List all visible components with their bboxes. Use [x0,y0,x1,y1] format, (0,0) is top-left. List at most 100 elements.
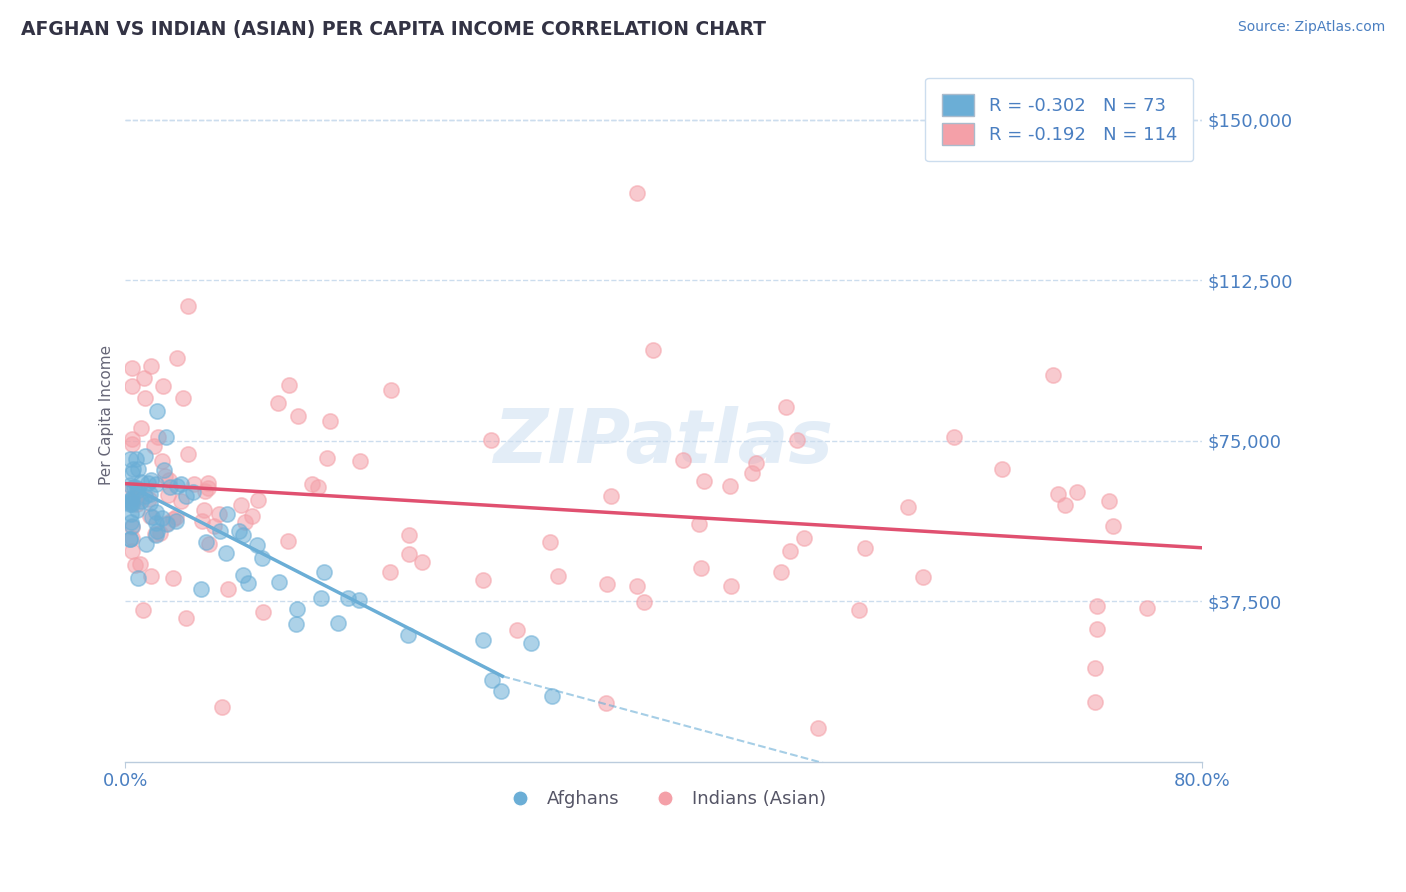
Point [193,484,215,499]
Point [506,623,529,637]
Point [118,532,141,546]
Point [129,475,152,490]
Point [121,544,143,558]
Point [166,478,188,492]
Point [233,515,256,529]
Point [118,533,141,547]
Point [121,379,143,393]
Point [145,528,167,542]
Point [124,558,146,572]
Point [307,480,329,494]
Point [207,507,229,521]
Point [848,603,870,617]
Point [139,509,162,524]
Point [183,477,205,491]
Point [155,469,177,483]
Point [156,516,179,530]
Point [285,616,308,631]
Point [138,492,160,507]
Point [718,478,741,492]
Point [121,432,143,446]
Point [378,565,401,579]
Point [118,495,141,509]
Point [172,392,194,406]
Text: Source: ZipAtlas.com: Source: ZipAtlas.com [1237,20,1385,34]
Point [520,636,543,650]
Point [471,632,494,647]
Point [125,497,148,511]
Point [145,505,167,519]
Point [236,575,259,590]
Point [599,490,621,504]
Point [318,414,340,428]
Point [211,700,233,714]
Point [197,475,219,490]
Point [1042,368,1064,383]
Point [118,493,141,508]
Point [134,391,156,405]
Point [121,466,143,480]
Point [121,491,143,505]
Point [170,477,193,491]
Point [208,524,231,538]
Point [122,461,145,475]
Point [398,628,420,642]
Point [1087,599,1109,614]
Point [229,499,252,513]
Point [312,566,335,580]
Point [134,450,156,464]
Point [139,568,162,582]
Point [124,451,146,466]
Point [247,493,270,508]
Point [267,575,290,590]
Point [125,481,148,495]
Point [595,576,617,591]
Point [156,487,179,501]
Point [287,409,309,423]
Point [398,547,420,561]
Point [252,605,274,619]
Point [124,491,146,505]
Point [143,527,166,541]
Point [547,569,569,583]
Point [232,527,254,541]
Point [595,696,617,710]
Point [132,370,155,384]
Point [309,591,332,606]
Point [120,507,142,521]
Point [267,396,290,410]
Point [118,451,141,466]
Point [139,486,162,500]
Point [672,453,695,467]
Point [479,433,502,447]
Point [143,439,166,453]
Point [122,480,145,494]
Point [150,511,173,525]
Point [120,515,142,529]
Point [240,509,263,524]
Point [1084,661,1107,675]
Point [177,299,200,313]
Point [170,493,193,508]
Point [626,186,648,200]
Point [138,475,160,490]
Point [134,489,156,503]
Point [250,550,273,565]
Point [127,487,149,501]
Point [135,537,157,551]
Point [197,482,219,496]
Point [232,568,254,582]
Point [217,582,239,596]
Point [159,473,181,487]
Point [162,571,184,585]
Point [1101,518,1123,533]
Point [897,500,920,515]
Point [121,360,143,375]
Point [197,537,219,551]
Point [807,721,830,735]
Point [1054,498,1077,512]
Point [129,494,152,508]
Point [745,456,768,470]
Point [177,446,200,460]
Point [991,461,1014,475]
